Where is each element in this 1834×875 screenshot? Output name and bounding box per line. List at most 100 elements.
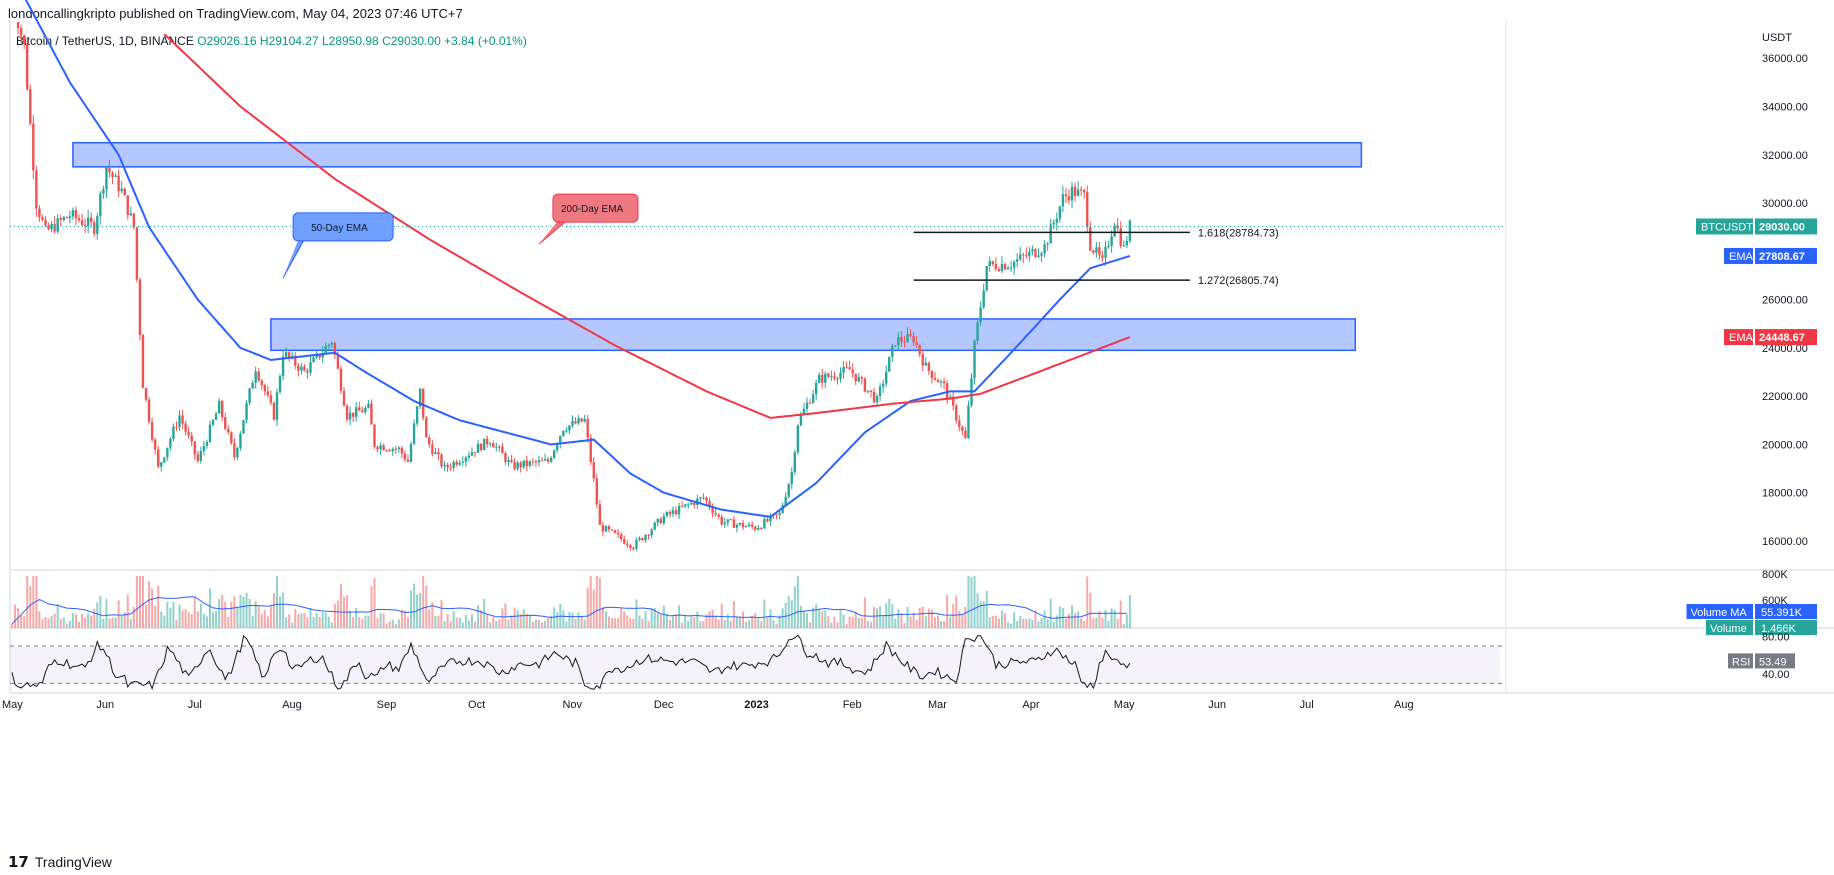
y-tick-label: 34000.00 — [1762, 101, 1808, 113]
candle-body — [56, 218, 59, 232]
volume-bar — [918, 607, 921, 628]
volume-bar — [50, 615, 53, 628]
callout-box — [552, 193, 639, 223]
candle-body — [869, 390, 873, 392]
candle-body — [936, 379, 940, 383]
candle-body — [720, 516, 723, 525]
candle-body — [952, 396, 955, 406]
volume-bar — [903, 623, 906, 628]
candle-body — [251, 383, 254, 389]
candle-body — [327, 344, 330, 347]
ohlc-open: O29026.16 — [197, 34, 257, 48]
candle-body — [400, 447, 404, 454]
volume-ma-line — [11, 596, 1127, 625]
volume-tick-label: 800K — [1762, 569, 1788, 581]
volume-bar — [1086, 576, 1089, 628]
volume-bar — [668, 619, 671, 628]
ema-200-line — [163, 33, 1131, 419]
candle-body — [412, 423, 416, 444]
volume-bar — [99, 595, 102, 628]
volume-bar — [160, 611, 163, 628]
volume-bar — [799, 605, 802, 628]
volume-bar — [696, 611, 699, 628]
candle-body — [802, 408, 806, 415]
candle-body — [769, 515, 772, 522]
volume-bar — [809, 622, 812, 628]
volume-bar — [748, 620, 751, 628]
candle-body — [178, 415, 181, 427]
volume-bar — [84, 617, 87, 628]
volume-bar — [464, 614, 467, 628]
candle-body — [245, 402, 248, 420]
candle-body — [65, 217, 69, 219]
candle-body — [839, 372, 842, 379]
volume-bar — [936, 615, 939, 628]
volume-bar — [946, 595, 949, 628]
candle-body — [446, 464, 449, 468]
candle-body — [1128, 220, 1132, 242]
volume-bar — [653, 608, 656, 628]
candle-body — [982, 290, 985, 308]
volume-bar — [403, 610, 406, 628]
volume-bar — [288, 614, 291, 628]
volume-bar — [629, 617, 632, 628]
candle-body — [397, 447, 401, 450]
candle-body — [750, 524, 754, 527]
candle-body — [303, 366, 306, 371]
volume-bar — [958, 610, 961, 628]
volume-bar — [641, 618, 644, 628]
volume-bar — [930, 609, 933, 628]
candle-body — [257, 371, 260, 381]
candle-body — [391, 448, 394, 452]
symbol-name[interactable]: Bitcoin / TetherUS, 1D, BINANCE — [16, 34, 194, 48]
candle-body — [455, 461, 458, 465]
volume-bar — [851, 616, 854, 628]
candle-body — [202, 446, 206, 452]
publish-caption: londoncallingkripto published on Trading… — [8, 6, 463, 21]
candle-body — [32, 123, 35, 171]
volume-bar — [635, 599, 638, 628]
candle-body — [717, 514, 720, 517]
volume-bar — [327, 616, 330, 628]
candle-body — [62, 217, 65, 221]
candle-body — [830, 376, 833, 378]
candle-body — [452, 461, 455, 468]
candle-body — [1095, 247, 1098, 253]
volume-bar — [854, 611, 857, 628]
candle-body — [83, 224, 87, 226]
volume-bar — [111, 617, 114, 628]
x-tick-label: Jun — [96, 699, 114, 711]
candle-body — [549, 457, 553, 462]
volume-bar — [239, 595, 242, 628]
volume-bar — [400, 609, 403, 628]
volume-bar — [516, 610, 519, 628]
volume-bar — [388, 621, 391, 628]
volume-bar — [964, 606, 967, 628]
volume-bar — [726, 614, 729, 628]
volume-bar — [866, 620, 869, 628]
y-tick-label: 16000.00 — [1762, 536, 1808, 548]
candle-body — [306, 370, 309, 373]
volume-bar — [382, 613, 385, 628]
volume-bar — [1119, 600, 1122, 628]
volume-bar — [510, 615, 513, 628]
candle-body — [160, 462, 163, 467]
candle-body — [473, 452, 477, 454]
candle-body — [227, 428, 230, 433]
volume-bar — [102, 618, 105, 628]
volume-bar — [145, 604, 148, 628]
volume-bar — [257, 606, 260, 628]
volume-bar — [215, 611, 218, 628]
candle-body — [726, 519, 730, 523]
candle-body — [117, 175, 120, 192]
candle-body — [632, 547, 635, 549]
volume-bar — [952, 604, 955, 628]
volume-bar — [943, 621, 946, 628]
resistance-zone — [270, 318, 1357, 352]
candle-body — [577, 418, 580, 424]
volume-bar — [873, 606, 876, 628]
candle-body — [41, 217, 44, 220]
candle-body — [86, 217, 90, 226]
volume-bar — [513, 607, 516, 628]
